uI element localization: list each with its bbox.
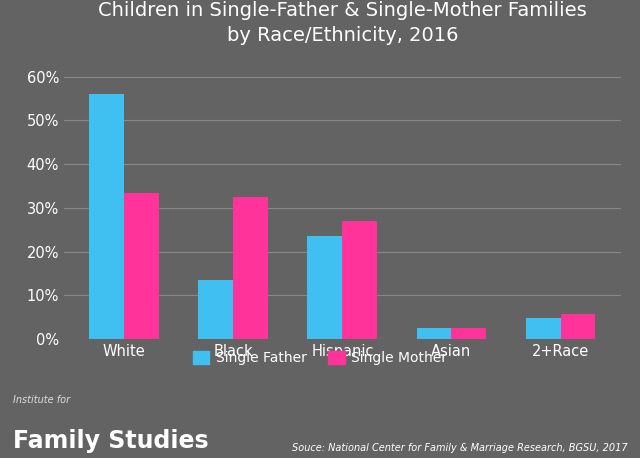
Bar xyxy=(451,328,486,339)
Bar xyxy=(342,221,378,339)
Bar xyxy=(417,328,451,339)
Legend: Single Father, Single Mother: Single Father, Single Mother xyxy=(187,346,453,371)
Text: Souce: National Center for Family & Marriage Research, BGSU, 2017: Souce: National Center for Family & Marr… xyxy=(292,443,627,453)
Bar xyxy=(561,314,595,339)
Bar xyxy=(90,94,124,339)
Bar xyxy=(307,236,342,339)
Bar xyxy=(234,197,268,339)
Bar xyxy=(525,318,561,339)
Text: Family Studies: Family Studies xyxy=(13,430,209,453)
Title: Children in Single-Father & Single-Mother Families
by Race/Ethnicity, 2016: Children in Single-Father & Single-Mothe… xyxy=(98,1,587,45)
Bar xyxy=(198,280,234,339)
Bar xyxy=(124,192,159,339)
Text: Institute for: Institute for xyxy=(13,395,70,405)
